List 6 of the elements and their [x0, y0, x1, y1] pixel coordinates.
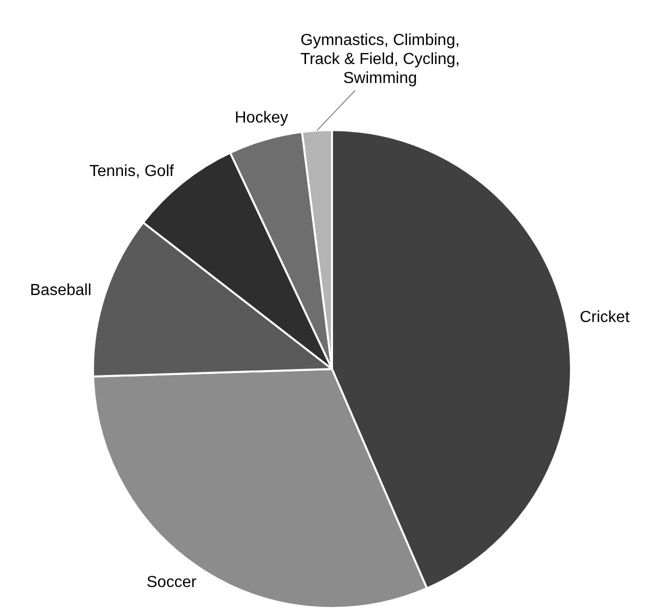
slice-label: Gymnastics, Climbing, Track & Field, Cycling, Swimming: [300, 32, 460, 87]
slice-label: Baseball: [30, 282, 92, 300]
slice-label: Hockey: [234, 109, 288, 126]
slice-label: Tennis, Golf: [89, 162, 174, 180]
slice-label: Cricket: [580, 309, 630, 326]
slice-label: Soccer: [146, 574, 198, 592]
